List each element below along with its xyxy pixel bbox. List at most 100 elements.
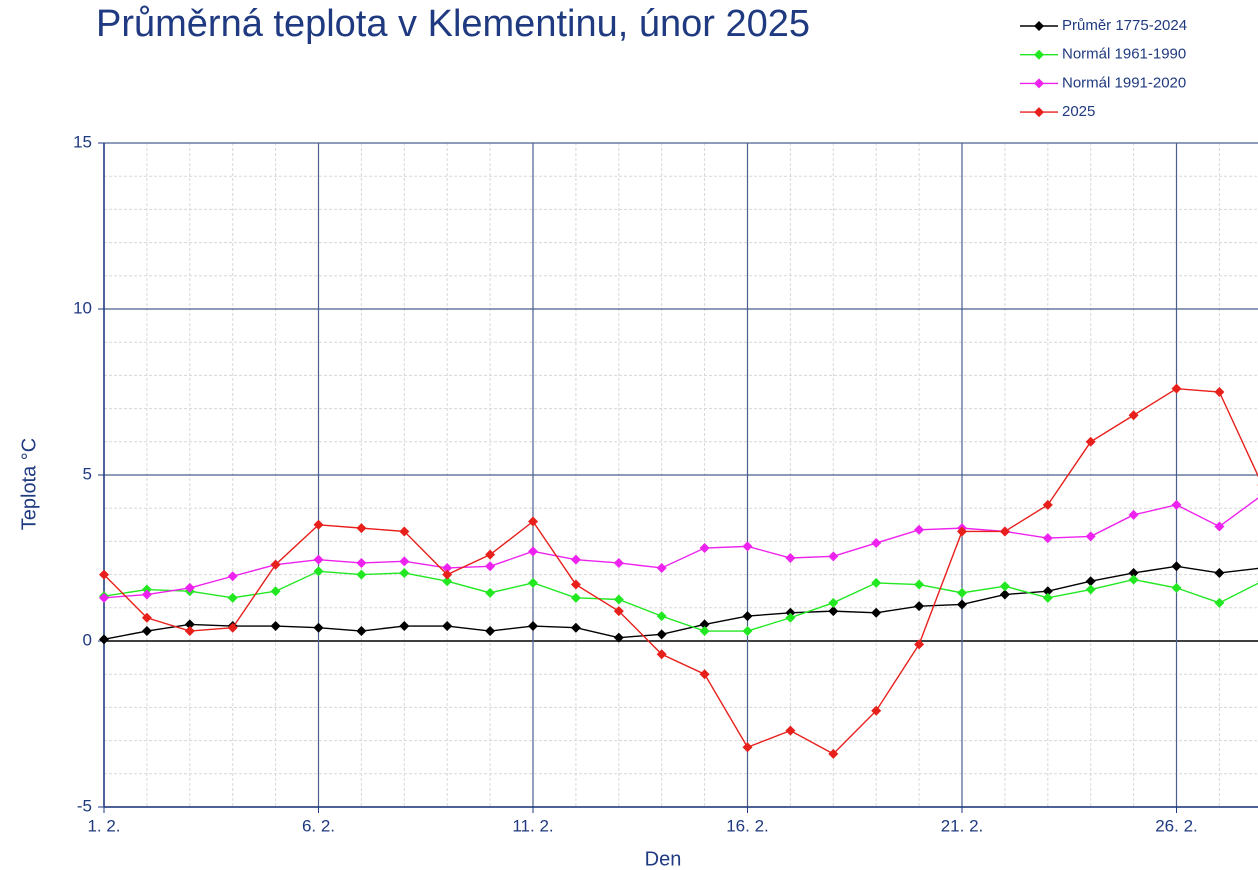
data-point <box>528 516 538 527</box>
data-point <box>270 621 281 632</box>
data-point <box>442 569 453 580</box>
data-point <box>914 579 925 590</box>
data-point <box>141 626 152 637</box>
series-line <box>103 387 1258 755</box>
series-line <box>103 497 1258 599</box>
legend-label: Průměr 1775-2024 <box>1062 17 1187 34</box>
data-point <box>313 554 324 565</box>
data-point <box>141 589 152 600</box>
data-point <box>785 612 796 623</box>
data-point <box>1128 509 1139 520</box>
data-point <box>1128 410 1139 421</box>
data-point <box>1085 576 1096 587</box>
data-point <box>442 562 453 573</box>
data-point <box>270 559 281 570</box>
data-point <box>184 626 195 637</box>
y-axis-label: Teplota °C <box>18 438 40 531</box>
data-point <box>871 607 882 618</box>
data-point <box>141 612 152 623</box>
data-point <box>828 551 839 562</box>
data-point <box>785 725 796 736</box>
x-tick-label: 1. 2. <box>87 816 120 835</box>
data-point <box>356 626 367 637</box>
data-point <box>828 606 839 617</box>
data-point <box>914 601 925 612</box>
x-axis-label: Den <box>645 848 682 870</box>
data-point <box>1171 582 1182 593</box>
data-point <box>1085 436 1096 447</box>
legend-label: 2025 <box>1062 103 1095 120</box>
data-point <box>313 519 324 530</box>
data-point <box>699 626 710 637</box>
x-tick-label: 11. 2. <box>512 816 553 835</box>
data-point <box>613 632 624 643</box>
data-point <box>1042 586 1053 597</box>
data-point <box>699 543 710 554</box>
y-tick-label: 0 <box>83 630 92 649</box>
data-point <box>871 538 882 549</box>
data-point <box>914 524 925 535</box>
data-point <box>485 549 496 560</box>
data-point <box>742 742 753 753</box>
data-point <box>528 621 538 632</box>
data-point <box>227 592 238 603</box>
data-point <box>871 705 882 716</box>
data-point <box>184 619 195 630</box>
data-point <box>1171 383 1182 394</box>
data-point <box>1214 521 1225 532</box>
legend-label: Normál 1961-1990 <box>1062 46 1186 63</box>
data-point <box>785 553 796 563</box>
data-point <box>742 541 753 552</box>
data-point <box>699 619 710 630</box>
data-point <box>227 622 238 633</box>
data-point <box>656 562 667 573</box>
data-point <box>528 546 538 557</box>
legend-marker <box>1034 21 1044 31</box>
data-point <box>828 597 839 608</box>
data-point <box>570 579 581 590</box>
data-point <box>871 577 882 588</box>
data-point <box>914 639 925 650</box>
data-point <box>399 556 410 567</box>
data-point <box>656 649 667 660</box>
data-point <box>613 557 624 568</box>
data-point <box>570 554 581 565</box>
data-point <box>570 592 581 603</box>
data-point <box>1214 567 1225 578</box>
data-point <box>356 523 367 534</box>
data-point <box>227 571 238 582</box>
legend-marker <box>1034 49 1044 60</box>
data-point <box>399 621 410 632</box>
data-point <box>1214 597 1225 608</box>
data-point <box>99 634 109 645</box>
data-point <box>656 611 667 622</box>
data-point <box>485 626 496 637</box>
data-point <box>957 587 967 598</box>
data-point <box>528 577 538 588</box>
data-point <box>442 576 453 587</box>
data-point <box>442 621 453 632</box>
data-point <box>485 587 496 598</box>
data-point <box>1128 574 1139 585</box>
x-tick-label: 16. 2. <box>726 816 769 835</box>
series-line <box>103 565 1258 641</box>
data-point <box>313 622 324 633</box>
data-point <box>399 526 410 537</box>
data-point <box>699 669 710 680</box>
y-tick-label: -5 <box>77 796 92 815</box>
data-point <box>742 611 753 622</box>
data-point <box>313 566 324 577</box>
data-point <box>356 557 367 568</box>
data-point <box>184 582 195 593</box>
series-line <box>103 570 1258 632</box>
data-point <box>613 594 624 605</box>
data-point <box>1171 561 1182 572</box>
chart-title: Průměrná teplota v Klementinu, únor 2025 <box>96 3 810 45</box>
data-point <box>613 606 624 617</box>
legend-label: Normál 1991-2020 <box>1062 74 1186 91</box>
data-point <box>1171 499 1182 510</box>
data-point <box>957 599 967 610</box>
data-point <box>399 567 410 578</box>
